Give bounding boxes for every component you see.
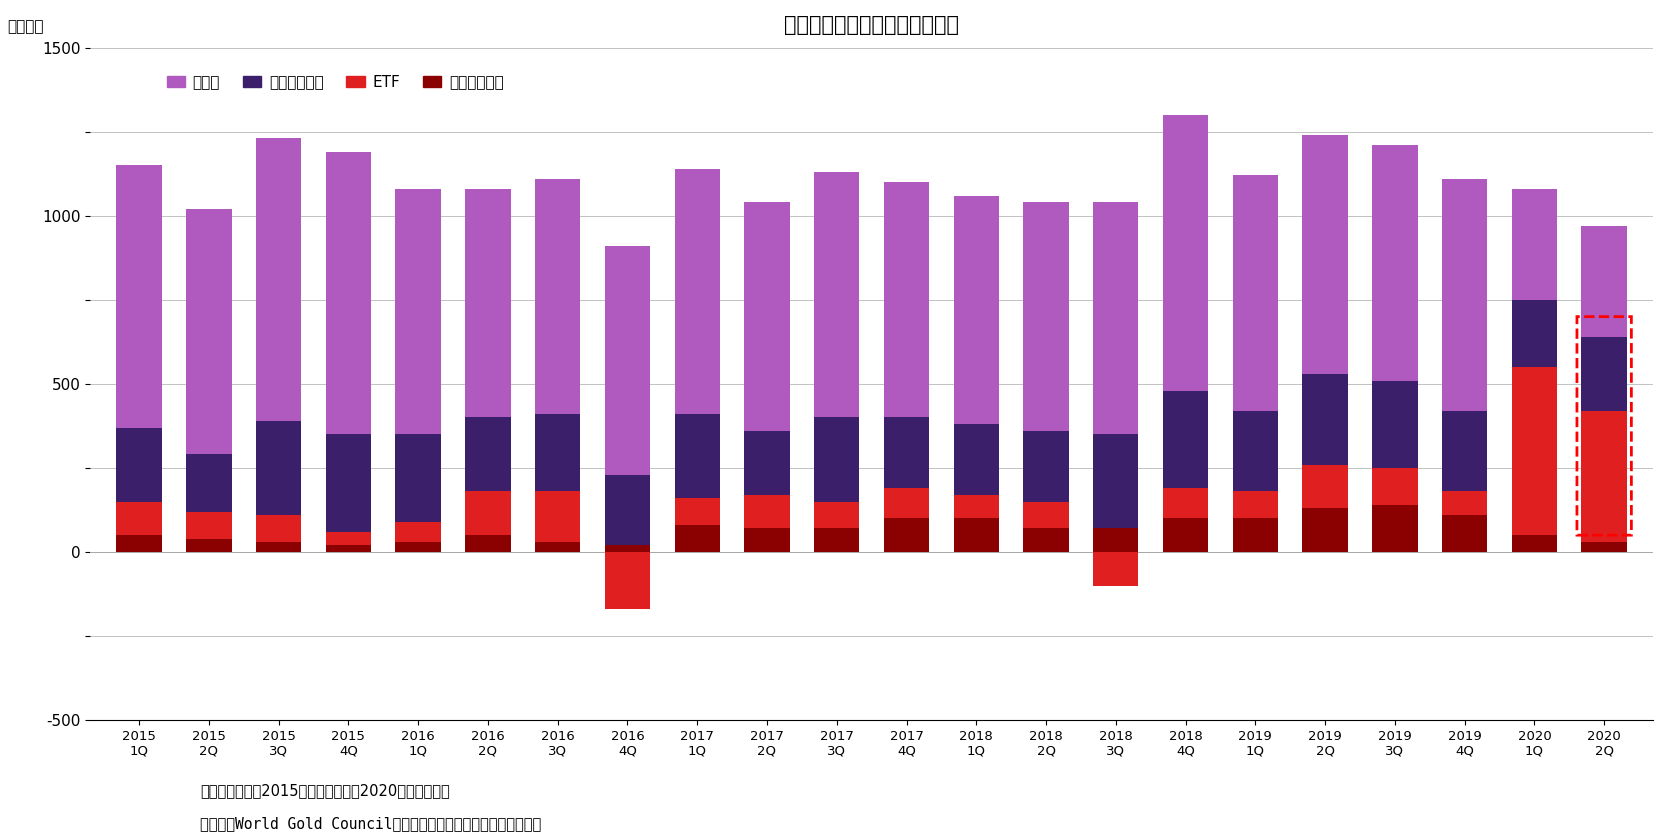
Bar xyxy=(1233,411,1278,491)
Bar xyxy=(1024,202,1069,431)
Title: 図表５　金の用途別の需要動向: 図表５ 金の用途別の需要動向 xyxy=(784,15,959,35)
Bar xyxy=(1373,505,1418,552)
Bar xyxy=(954,196,999,424)
Bar xyxy=(884,488,929,518)
Bar xyxy=(674,525,721,552)
Bar xyxy=(1581,337,1626,411)
Bar xyxy=(1093,202,1139,434)
Bar xyxy=(325,545,370,552)
Bar xyxy=(1233,518,1278,552)
Bar xyxy=(1163,391,1208,488)
Bar xyxy=(255,542,302,552)
Bar xyxy=(117,501,162,535)
Bar xyxy=(255,515,302,542)
Bar xyxy=(744,528,789,552)
Bar xyxy=(187,512,232,538)
Bar xyxy=(1373,381,1418,468)
Bar xyxy=(255,421,302,515)
Bar xyxy=(1303,374,1348,465)
Bar xyxy=(117,428,162,501)
Bar xyxy=(954,518,999,552)
Bar xyxy=(605,552,651,609)
Bar xyxy=(1233,176,1278,411)
Bar xyxy=(187,538,232,552)
Bar xyxy=(1373,145,1418,381)
Bar xyxy=(605,475,651,545)
Text: （注）　期間：2015年第一四半期～2020年第二四半期: （注） 期間：2015年第一四半期～2020年第二四半期 xyxy=(200,783,450,798)
Bar xyxy=(605,545,651,552)
Bar xyxy=(465,417,510,491)
Bar xyxy=(744,202,789,431)
Bar xyxy=(744,495,789,528)
Bar xyxy=(465,535,510,552)
Bar xyxy=(814,528,859,552)
Bar xyxy=(1024,431,1069,501)
Bar xyxy=(1511,189,1556,300)
Bar xyxy=(1093,552,1139,585)
Legend: 宝飾品, バー・コイン, ETF, 中央銀行売買: 宝飾品, バー・コイン, ETF, 中央銀行売買 xyxy=(160,69,510,96)
Bar xyxy=(465,491,510,535)
Bar xyxy=(535,542,580,552)
Bar xyxy=(325,434,370,532)
Bar xyxy=(117,165,162,428)
Bar xyxy=(1441,515,1488,552)
Bar xyxy=(1511,367,1556,535)
Bar xyxy=(117,535,162,552)
Bar xyxy=(465,189,510,417)
Bar xyxy=(395,542,440,552)
Bar xyxy=(1441,179,1488,411)
Bar xyxy=(744,431,789,495)
Bar xyxy=(1303,508,1348,552)
Bar xyxy=(814,417,859,501)
Bar xyxy=(1303,465,1348,508)
Bar xyxy=(255,139,302,421)
Bar xyxy=(1024,501,1069,528)
Bar xyxy=(187,209,232,454)
Bar xyxy=(1093,434,1139,528)
Bar xyxy=(1511,300,1556,367)
Bar xyxy=(674,414,721,498)
Bar xyxy=(1163,115,1208,391)
Bar xyxy=(395,434,440,522)
Bar xyxy=(814,172,859,417)
Bar xyxy=(1163,518,1208,552)
Bar xyxy=(1303,135,1348,374)
Bar xyxy=(1441,491,1488,515)
Bar xyxy=(395,522,440,542)
Bar xyxy=(1233,491,1278,518)
Bar xyxy=(1441,411,1488,491)
Bar xyxy=(674,169,721,414)
Bar xyxy=(814,501,859,528)
Bar xyxy=(1163,488,1208,518)
Bar xyxy=(535,491,580,542)
Bar xyxy=(884,417,929,488)
Bar xyxy=(605,246,651,475)
Bar xyxy=(884,182,929,417)
Bar xyxy=(1581,226,1626,337)
Bar xyxy=(1093,528,1139,552)
Bar xyxy=(1511,535,1556,552)
Bar xyxy=(1581,411,1626,542)
Bar xyxy=(1373,468,1418,505)
Bar xyxy=(674,498,721,525)
Bar xyxy=(535,179,580,414)
Text: （出所）World Gold Councilのデータからニッセイ基礎研究所作成: （出所）World Gold Councilのデータからニッセイ基礎研究所作成 xyxy=(200,816,542,832)
Bar xyxy=(884,518,929,552)
Bar xyxy=(1024,528,1069,552)
Y-axis label: （トン）: （トン） xyxy=(7,19,43,34)
Bar xyxy=(535,414,580,491)
Bar xyxy=(187,454,232,512)
Bar xyxy=(395,189,440,434)
Bar xyxy=(954,495,999,518)
Bar xyxy=(325,532,370,545)
Bar xyxy=(325,152,370,434)
Bar xyxy=(954,424,999,495)
Bar xyxy=(1581,542,1626,552)
